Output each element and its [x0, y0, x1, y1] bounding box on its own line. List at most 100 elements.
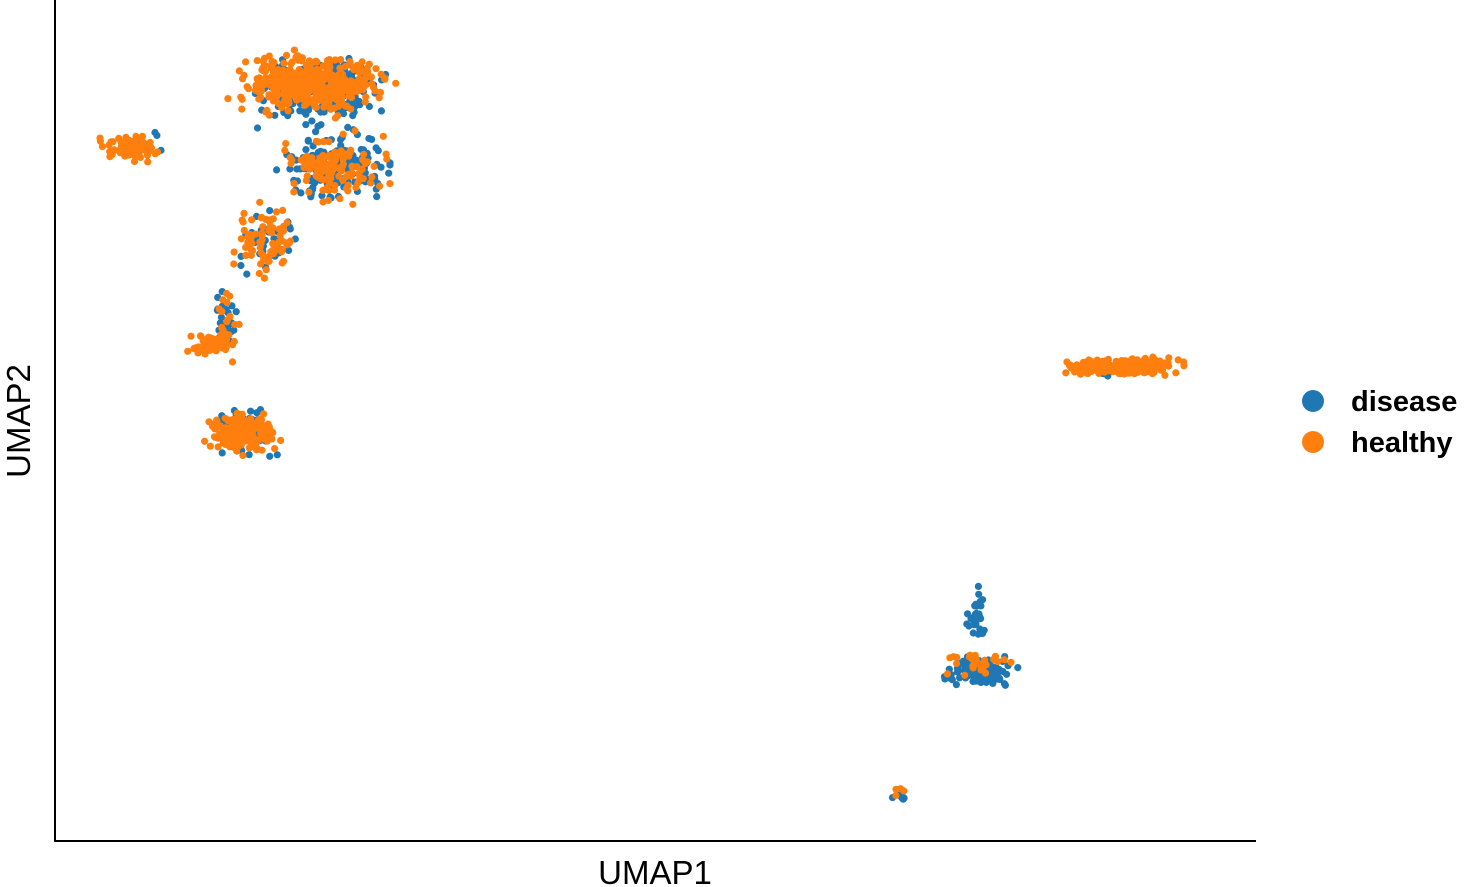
point-healthy: [367, 73, 375, 81]
point-healthy: [138, 146, 146, 154]
point-healthy: [1076, 370, 1085, 378]
point-healthy: [290, 77, 298, 85]
point-healthy: [282, 51, 291, 60]
point-healthy: [341, 62, 349, 71]
point-disease: [271, 111, 279, 119]
point-healthy: [281, 95, 289, 103]
point-disease: [960, 661, 968, 669]
point-healthy: [271, 445, 279, 453]
point-healthy: [349, 200, 357, 208]
point-healthy: [354, 179, 362, 187]
point-healthy: [331, 56, 339, 64]
point-healthy: [267, 64, 275, 73]
point-healthy: [316, 154, 324, 162]
point-healthy: [297, 79, 306, 88]
point-healthy: [212, 422, 221, 430]
point-healthy: [265, 52, 273, 60]
point-healthy: [258, 231, 266, 240]
point-disease: [1014, 664, 1022, 672]
legend-swatch-disease: [1302, 390, 1324, 412]
point-disease: [217, 313, 225, 321]
point-healthy: [362, 74, 370, 82]
point-healthy: [285, 87, 293, 95]
point-healthy: [291, 88, 299, 96]
point-healthy: [214, 434, 222, 442]
point-healthy: [268, 57, 276, 65]
point-healthy: [288, 156, 296, 164]
point-healthy: [381, 75, 389, 83]
point-healthy: [1150, 357, 1158, 366]
point-healthy: [249, 419, 258, 427]
point-disease: [963, 620, 971, 628]
point-disease: [308, 117, 316, 125]
point-healthy: [325, 138, 333, 146]
point-healthy: [238, 216, 246, 224]
point-healthy: [115, 146, 123, 155]
point-healthy: [319, 62, 327, 70]
point-healthy: [305, 165, 313, 173]
point-disease: [304, 136, 312, 144]
point-disease: [293, 165, 301, 173]
point-healthy: [319, 186, 327, 194]
point-healthy: [278, 104, 286, 112]
point-disease: [1000, 680, 1009, 688]
point-healthy: [368, 80, 376, 88]
point-healthy: [242, 58, 250, 66]
point-disease: [266, 452, 274, 460]
point-healthy: [294, 52, 302, 60]
point-disease: [374, 147, 382, 155]
point-disease: [972, 609, 980, 618]
point-healthy: [240, 226, 248, 234]
point-healthy: [1099, 365, 1107, 373]
point-healthy: [312, 137, 320, 145]
point-healthy: [892, 791, 900, 800]
point-healthy: [199, 337, 207, 346]
point-healthy: [293, 93, 301, 101]
point-healthy: [319, 198, 327, 206]
point-healthy: [339, 130, 347, 138]
point-healthy: [255, 74, 263, 82]
legend-label-healthy: healthy: [1351, 427, 1453, 459]
point-healthy: [1084, 363, 1092, 371]
point-healthy: [221, 346, 230, 354]
point-disease: [245, 451, 253, 459]
point-healthy: [376, 182, 384, 190]
point-healthy: [106, 147, 114, 155]
point-healthy: [377, 70, 385, 78]
point-healthy: [117, 138, 125, 146]
point-disease: [977, 602, 985, 610]
point-healthy: [215, 305, 223, 313]
point-healthy: [344, 187, 352, 195]
point-healthy: [96, 137, 104, 145]
point-healthy: [269, 215, 277, 223]
point-healthy: [282, 140, 290, 148]
point-healthy: [244, 417, 252, 425]
point-healthy: [330, 162, 339, 171]
point-healthy: [253, 57, 261, 65]
point-healthy: [214, 443, 222, 451]
point-healthy: [290, 179, 298, 188]
point-healthy: [1130, 359, 1138, 367]
point-healthy: [247, 247, 256, 255]
point-healthy: [348, 162, 356, 170]
point-disease: [302, 121, 310, 129]
point-healthy: [305, 188, 313, 196]
point-disease: [311, 179, 319, 187]
point-healthy: [1122, 362, 1130, 370]
point-healthy: [379, 132, 387, 140]
point-healthy: [219, 296, 227, 304]
legend: disease healthy: [1302, 386, 1457, 459]
point-healthy: [312, 103, 320, 111]
point-healthy: [205, 418, 213, 426]
point-healthy: [250, 426, 258, 434]
point-healthy: [305, 57, 313, 65]
point-healthy: [896, 785, 905, 793]
point-healthy: [275, 244, 283, 252]
point-healthy: [1162, 361, 1170, 369]
point-disease: [230, 326, 238, 334]
point-healthy: [194, 344, 202, 352]
point-healthy: [187, 332, 195, 340]
point-disease: [971, 602, 979, 610]
point-healthy: [360, 150, 368, 158]
point-healthy: [1000, 656, 1008, 664]
